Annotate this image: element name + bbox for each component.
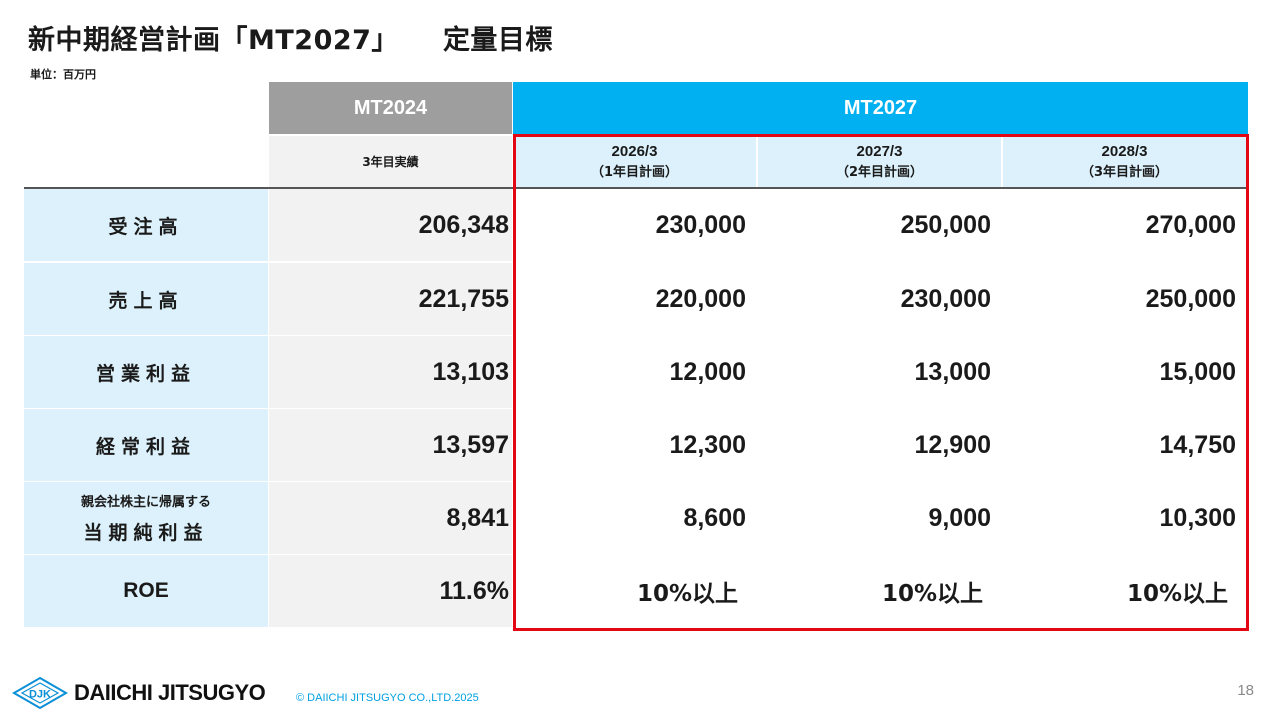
roe-plan-2-text: 10%以上 [881, 581, 983, 607]
roe-plan-3-text: 10%以上 [1126, 581, 1228, 607]
roe-plan-1-text: 10%以上 [636, 581, 738, 607]
cell-net-income-plan-1: 8,600 [513, 482, 756, 554]
subheader-year-2: 2027/3 （2年目計画） [758, 136, 1001, 187]
cell-operating-profit-plan-2: 13,000 [758, 336, 1001, 408]
logo-text: DAIICHI JITSUGYO [74, 680, 266, 705]
cell-operating-profit-plan-1: 12,000 [513, 336, 756, 408]
header-divider [24, 187, 1248, 189]
logo-mark-text: DJK [29, 689, 51, 701]
cell-sales-actual: 221,755 [269, 263, 512, 335]
subheader-year-1: 2026/3 （1年目計画） [513, 136, 756, 187]
row-label-orders: 受注高 [24, 189, 268, 261]
cell-ordinary-profit-actual: 13,597 [269, 409, 512, 481]
cell-roe-plan-2: 10%以上 [758, 555, 1001, 627]
cell-orders-plan-3: 270,000 [1003, 189, 1246, 261]
cell-net-income-actual: 8,841 [269, 482, 512, 554]
cell-roe-actual: 11.6% [269, 555, 512, 627]
cell-orders-actual: 206,348 [269, 189, 512, 261]
cell-ordinary-profit-plan-2: 12,900 [758, 409, 1001, 481]
row-label-net-income-prefix: 親会社株主に帰属する [80, 495, 211, 510]
unit-label: 単位：百万円 [30, 68, 96, 81]
cell-roe-plan-1: 10%以上 [513, 555, 756, 627]
cell-operating-profit-plan-3: 15,000 [1003, 336, 1246, 408]
cell-ordinary-profit-plan-3: 14,750 [1003, 409, 1246, 481]
page-title: 新中期経営計画「MT2027」 定量目標 [28, 18, 553, 57]
header-mt2027: MT2027 [513, 82, 1248, 134]
cell-ordinary-profit-plan-1: 12,300 [513, 409, 756, 481]
copyright-text: © DAIICHI JITSUGYO CO.,LTD.2025 [296, 692, 479, 704]
year-1-date: 2026/3 [611, 142, 658, 160]
cell-roe-plan-3: 10%以上 [1003, 555, 1246, 627]
year-3-date: 2028/3 [1101, 142, 1148, 160]
cell-net-income-plan-3: 10,300 [1003, 482, 1246, 554]
cell-orders-plan-2: 250,000 [758, 189, 1001, 261]
subheader-year-3: 2028/3 （3年目計画） [1003, 136, 1246, 187]
row-label-roe: ROE [24, 555, 268, 627]
title-main: 新中期経営計画「MT2027」 [28, 25, 399, 56]
cell-sales-plan-1: 220,000 [513, 263, 756, 335]
row-label-ordinary-profit: 経常利益 [24, 409, 268, 481]
djk-logo-icon: DJK [12, 676, 68, 710]
cell-orders-plan-1: 230,000 [513, 189, 756, 261]
row-label-net-income: 親会社株主に帰属する 当期純利益 [24, 482, 268, 554]
title-sub: 定量目標 [442, 25, 553, 56]
company-logo: DJK DAIICHI JITSUGYO [12, 676, 266, 710]
row-label-operating-profit: 営業利益 [24, 336, 268, 408]
row-label-net-income-main: 当期純利益 [83, 522, 209, 544]
cell-operating-profit-actual: 13,103 [269, 336, 512, 408]
header-mt2024: MT2024 [269, 82, 512, 134]
year-1-plan: （1年目計画） [590, 164, 679, 180]
page-number: 18 [1237, 682, 1254, 699]
cell-sales-plan-3: 250,000 [1003, 263, 1246, 335]
year-3-plan: （3年目計画） [1080, 164, 1169, 180]
subheader-actual: 3年目実績 [269, 136, 512, 187]
cell-net-income-plan-2: 9,000 [758, 482, 1001, 554]
year-2-plan: （2年目計画） [835, 164, 924, 180]
cell-sales-plan-2: 230,000 [758, 263, 1001, 335]
row-label-sales: 売上高 [24, 263, 268, 335]
year-2-date: 2027/3 [856, 142, 903, 160]
